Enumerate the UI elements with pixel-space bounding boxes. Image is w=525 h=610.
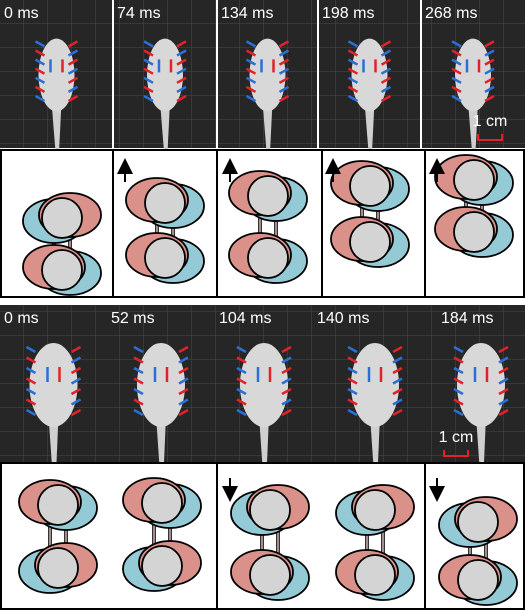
grey-disc — [42, 250, 82, 290]
time-label: 134 ms — [221, 5, 273, 22]
grey-disc — [38, 485, 78, 525]
fish-body — [30, 343, 78, 427]
fish-body — [137, 343, 185, 427]
figure: 0 ms 74 ms 134 ms 198 ms 268 ms 1 cm 0 ms 52 ms… — [0, 0, 525, 610]
time-label: 74 ms — [117, 5, 161, 22]
grey-disc — [350, 222, 390, 262]
time-label: 184 ms — [441, 310, 493, 327]
grey-disc — [458, 560, 498, 600]
grey-disc — [458, 502, 498, 542]
time-label: 140 ms — [317, 310, 369, 327]
scale-label: 1 cm — [473, 113, 508, 130]
grey-disc — [248, 238, 288, 278]
scale-label: 1 cm — [439, 429, 474, 446]
grey-disc — [350, 166, 390, 206]
time-label: 0 ms — [4, 5, 39, 22]
grey-disc — [145, 238, 185, 278]
fish-body — [240, 343, 288, 427]
grey-disc — [142, 483, 182, 523]
time-label: 268 ms — [425, 5, 477, 22]
grey-disc — [454, 212, 494, 252]
grey-disc — [142, 546, 182, 586]
fish-body — [351, 343, 399, 427]
grey-disc — [248, 176, 288, 216]
grey-disc — [250, 555, 290, 595]
grey-disc — [42, 198, 82, 238]
grey-disc — [454, 160, 494, 200]
time-label: 104 ms — [219, 310, 271, 327]
grey-disc — [250, 490, 290, 530]
fish-body — [457, 343, 505, 427]
grey-disc — [145, 183, 185, 223]
page: 0 ms 74 ms 134 ms 198 ms 268 ms 1 cm 0 ms 52 ms… — [0, 0, 525, 610]
grey-disc — [38, 548, 78, 588]
time-label: 52 ms — [111, 310, 155, 327]
grey-disc — [355, 490, 395, 530]
time-label: 198 ms — [322, 5, 374, 22]
time-label: 0 ms — [4, 310, 39, 327]
grey-disc — [355, 555, 395, 595]
